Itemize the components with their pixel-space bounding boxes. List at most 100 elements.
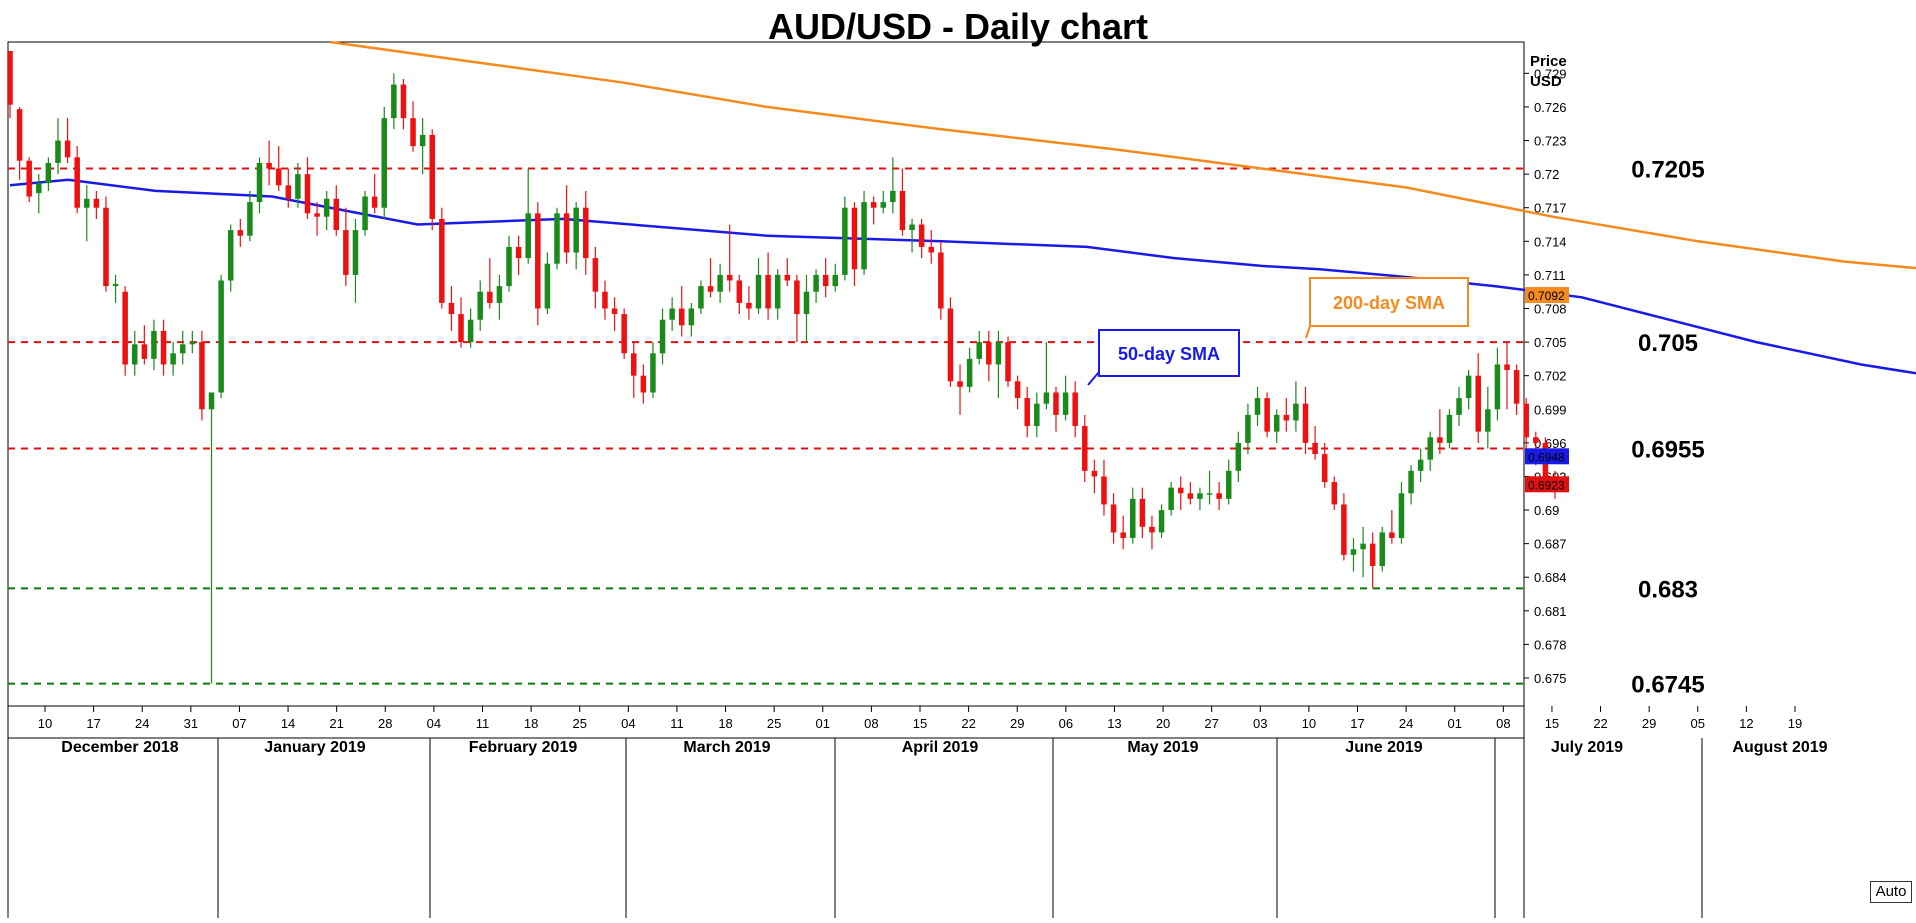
candle-up [391, 84, 397, 119]
candle-up [755, 274, 762, 309]
candle-up [995, 342, 1002, 365]
candle-down [726, 274, 733, 281]
candle-down [93, 198, 100, 208]
x-tick-label: 18 [718, 716, 732, 731]
candle-up [189, 342, 196, 345]
candle-down [1513, 370, 1520, 404]
price-tag-label: 0.6923 [1528, 478, 1565, 492]
candle-down [1264, 398, 1270, 432]
candle-down [1312, 442, 1318, 455]
candle-down [304, 174, 311, 214]
candle-up [966, 358, 973, 387]
auto-scale-button[interactable]: Auto [1870, 881, 1912, 903]
level-label-bg [1598, 328, 1738, 357]
candle-up [544, 263, 551, 309]
x-tick-label: 15 [913, 716, 927, 731]
candle-up [352, 230, 359, 275]
candle-up [832, 274, 839, 287]
candle-up [842, 207, 848, 275]
candle-down [1341, 504, 1347, 555]
candle-down [784, 274, 791, 281]
candle-down [1533, 437, 1539, 443]
candle-down [1091, 470, 1098, 477]
x-tick-label: 10 [38, 716, 52, 731]
candle-down [602, 291, 608, 309]
candle-down [1331, 482, 1338, 505]
candle-down [938, 252, 944, 309]
candle-up [698, 286, 704, 309]
candle-up [813, 274, 819, 292]
candle-up [247, 202, 253, 236]
level-label: 0.7205 [1631, 157, 1704, 184]
x-tick-label: 18 [524, 716, 538, 731]
price-tag-label: 0.6948 [1528, 450, 1565, 464]
candle-down [535, 213, 541, 309]
x-tick-label: 19 [1788, 716, 1802, 731]
candle-up [890, 190, 896, 203]
candle-down [1024, 398, 1030, 427]
candle-up [1485, 409, 1491, 432]
candle-down [64, 140, 71, 158]
x-tick-label: 10 [1302, 716, 1316, 731]
sma200-pointer [1305, 325, 1311, 339]
candle-down [1523, 403, 1529, 438]
y-tick-label: 0.678 [1534, 637, 1567, 652]
x-tick-label: 01 [816, 716, 830, 731]
level-label-bg [1598, 434, 1738, 463]
candle-down [707, 286, 714, 292]
y-tick-label: 0.723 [1534, 134, 1567, 149]
x-tick-label: 04 [621, 716, 635, 731]
y-axis-title-line2: USD [1530, 73, 1562, 90]
candle-down [515, 246, 522, 259]
candle-down [640, 375, 647, 393]
candle-up [1379, 532, 1386, 567]
candle-down [1120, 532, 1126, 539]
candle-up [861, 202, 867, 270]
candle-down [1216, 493, 1222, 499]
candle-up [84, 198, 90, 208]
candle-down [794, 280, 800, 315]
x-tick-label: 21 [329, 716, 343, 731]
candle-down [736, 280, 743, 303]
candle-down [1475, 375, 1481, 432]
x-tick-label: 29 [1010, 716, 1024, 731]
x-tick-label: 11 [670, 716, 684, 731]
candle-up [669, 308, 675, 320]
candle-down [928, 246, 934, 253]
candle-down [1321, 454, 1328, 483]
candle-up [1350, 549, 1357, 555]
y-tick-label: 0.681 [1534, 604, 1567, 619]
month-label: January 2019 [264, 739, 366, 756]
candle-down [400, 84, 407, 119]
candle-down [1504, 364, 1510, 371]
x-tick-label: 17 [1350, 716, 1364, 731]
candle-down [122, 291, 128, 365]
candle-down [621, 314, 627, 354]
y-tick-label: 0.711 [1534, 268, 1566, 283]
candle-up [880, 202, 887, 208]
x-tick-label: 25 [767, 716, 781, 731]
candle-down [199, 342, 205, 410]
level-label: 0.683 [1638, 576, 1698, 603]
candle-up [774, 274, 781, 309]
candle-up [323, 198, 330, 217]
candle-up [179, 344, 186, 354]
candle-down [1177, 487, 1184, 494]
candle-up [1130, 498, 1136, 539]
candle-up [909, 224, 915, 231]
candle-up [1273, 414, 1280, 432]
x-tick-label: 25 [572, 716, 586, 731]
candle-down [1101, 476, 1107, 505]
candle-down [986, 342, 992, 365]
candle-down [563, 213, 570, 253]
candle-down [1014, 381, 1021, 399]
x-tick-label: 04 [427, 716, 441, 731]
x-tick-label: 20 [1156, 716, 1170, 731]
candle-down [899, 190, 906, 231]
candle-down [16, 109, 23, 161]
candle-up [1465, 375, 1472, 399]
candle-up [1158, 510, 1165, 533]
candle-up [525, 213, 531, 259]
candle-down [631, 353, 637, 376]
sma50-annotation-label: 50-day SMA [1118, 344, 1220, 364]
